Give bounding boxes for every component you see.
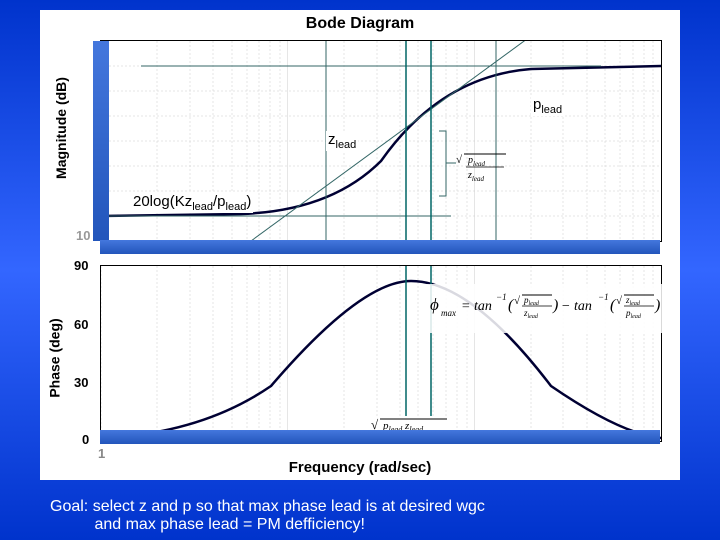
phase-tick-60: 60 [74, 317, 88, 332]
svg-text:): ) [552, 297, 558, 314]
svg-text:−1: −1 [496, 292, 507, 302]
ylabel-phase: Phase (deg) [47, 318, 63, 397]
sqrt-pz-over-z: √ plead zlead [456, 151, 511, 185]
zlead-label: zlead [326, 131, 358, 151]
goal-text: Goal: select z and p so that max phase l… [50, 498, 690, 534]
phase-tick-90: 90 [74, 258, 88, 273]
svg-text:plead: plead [467, 155, 486, 168]
svg-text:ϕ: ϕ [430, 295, 439, 314]
phimax-formula: ϕ max = tan −1 ( √ plead zlead ) − tan −… [426, 284, 680, 333]
phase-tick-0: 0 [82, 432, 89, 447]
svg-text:plead: plead [523, 295, 540, 307]
mag-tick-10: 10 [76, 228, 90, 243]
svg-text:plead: plead [625, 308, 642, 320]
xlabel: Frequency (rad/sec) [40, 459, 680, 476]
bode-chart-container: Bode Diagram Magnitude (dB) Phase (deg) [40, 10, 680, 480]
svg-text:): ) [654, 297, 660, 314]
svg-text:− tan: − tan [561, 299, 592, 314]
ylabel-magnitude: Magnitude (dB) [53, 77, 69, 179]
svg-text:zlead: zlead [523, 308, 539, 320]
svg-text:zlead: zlead [625, 295, 641, 307]
gain-label: 20log(Kzlead/plead) [131, 193, 253, 213]
blue-bottom-bar [100, 430, 660, 444]
blue-separator-bar [100, 240, 660, 254]
magnitude-plot: plead zlead 20log(Kzlead/plead) √ plead zl… [100, 40, 662, 242]
svg-text:zlead: zlead [467, 170, 484, 181]
svg-text:= tan: = tan [461, 299, 492, 314]
svg-text:√: √ [616, 295, 623, 307]
svg-text:√: √ [456, 154, 463, 166]
svg-text:max: max [441, 308, 456, 318]
phase-plot: √plead zlead ϕ max = tan −1 ( √ plead zl… [100, 265, 662, 442]
svg-text:√: √ [514, 295, 521, 307]
plead-label: plead [531, 96, 564, 116]
phase-tick-30: 30 [74, 375, 88, 390]
svg-text:−1: −1 [598, 292, 609, 302]
chart-title: Bode Diagram [40, 15, 680, 33]
